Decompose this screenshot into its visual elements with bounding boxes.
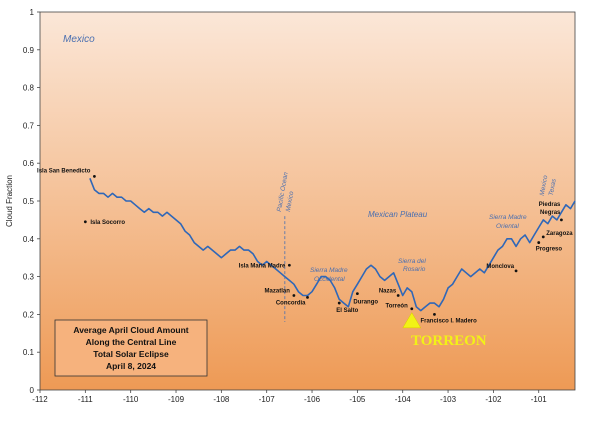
site-label: Durango xyxy=(353,300,378,306)
rosario-label-2: Rosario xyxy=(403,266,426,273)
site-marker xyxy=(559,218,563,222)
site-marker xyxy=(410,307,414,311)
x-tick-label: -111 xyxy=(78,395,93,404)
x-tick-label: -107 xyxy=(259,395,276,404)
rosario-label-1: Sierra del xyxy=(398,258,426,265)
caption-line-3: Total Solar Eclipse xyxy=(93,349,169,359)
x-tick-label: -108 xyxy=(213,395,230,404)
y-tick-label: 0.9 xyxy=(23,46,35,55)
caption-line-4: April 8, 2024 xyxy=(106,361,156,371)
x-tick-label: -103 xyxy=(440,395,457,404)
y-tick-label: 0.2 xyxy=(23,310,35,319)
plateau-label: Mexican Plateau xyxy=(368,210,428,219)
country-label: Mexico xyxy=(63,34,95,45)
y-tick-label: 0.8 xyxy=(23,84,35,93)
y-tick-label: 0 xyxy=(30,386,35,395)
site-marker xyxy=(93,175,96,178)
site-markers: Isla San Benedicto Isla Socorro Isla Maria… xyxy=(37,168,573,324)
boundary-label: Texas xyxy=(548,178,558,197)
y-tick-label: 0.3 xyxy=(23,273,35,282)
site-label: Isla Socorro xyxy=(90,220,125,226)
site-label: Concordia xyxy=(276,300,306,306)
site-label: Mazatlan xyxy=(265,289,291,295)
site-label: Nazas xyxy=(379,289,397,295)
site-label: Torreón xyxy=(386,304,409,310)
site-label: Isla Maria Madre xyxy=(239,263,286,269)
site-marker xyxy=(537,241,541,244)
x-tick-label: -101 xyxy=(531,395,548,404)
site-marker xyxy=(514,269,518,273)
site-label: Progreso xyxy=(536,247,563,253)
site-marker xyxy=(433,313,436,316)
site-marker xyxy=(541,235,545,239)
site-label: Piedras xyxy=(539,202,561,208)
x-tick-label: -112 xyxy=(32,395,48,404)
x-tick-label: -102 xyxy=(485,395,502,404)
oriental-label-1: Sierra Madre xyxy=(489,214,527,221)
x-tick-label: -110 xyxy=(123,395,139,404)
torreon-triangle xyxy=(402,312,422,329)
site-marker xyxy=(287,263,291,267)
x-tick-label: -105 xyxy=(349,395,366,404)
site-label: Isla San Benedicto xyxy=(37,168,91,174)
y-tick-label: 0.1 xyxy=(23,348,35,357)
boundary-label: Mexico xyxy=(285,190,296,212)
site-label: Negras xyxy=(540,210,561,216)
x-tick-label: -109 xyxy=(168,395,185,404)
site-marker xyxy=(337,301,341,305)
x-tick-label: -104 xyxy=(395,395,412,404)
x-tick-label: -106 xyxy=(304,395,321,404)
caption-line-1: Average April Cloud Amount xyxy=(73,325,188,335)
y-tick-label: 0.7 xyxy=(23,121,35,130)
site-label: Monclova xyxy=(486,264,514,270)
boundary-label: Mexico xyxy=(539,174,550,196)
y-tick-label: 1 xyxy=(30,8,35,17)
occidental-label-1: Sierra Madre xyxy=(310,267,348,274)
y-axis-label: Cloud Fraction xyxy=(5,175,14,227)
site-label: El Salto xyxy=(336,308,358,314)
site-marker xyxy=(292,294,296,297)
site-marker xyxy=(355,292,359,296)
site-marker xyxy=(83,220,87,224)
axes: 0 0.1 0.2 0.3 0.4 0.5 0.6 0.7 0.8 0.9 1 -112 -111 -11… xyxy=(23,8,547,404)
oriental-label-2: Oriental xyxy=(496,223,519,230)
y-tick-label: 0.4 xyxy=(23,235,35,244)
site-marker xyxy=(306,295,309,299)
torreon-label: TORREON xyxy=(411,333,487,349)
y-tick-label: 0.6 xyxy=(23,159,35,168)
caption-line-2: Along the Central Line xyxy=(86,337,177,347)
caption-box: Average April Cloud Amount Along the Cen… xyxy=(54,319,208,377)
site-label: Francisco I. Madero xyxy=(420,318,477,324)
series-line xyxy=(89,178,576,312)
site-marker xyxy=(396,294,400,297)
site-label: Zaragoza xyxy=(546,231,573,237)
y-tick-label: 0.5 xyxy=(23,197,35,206)
